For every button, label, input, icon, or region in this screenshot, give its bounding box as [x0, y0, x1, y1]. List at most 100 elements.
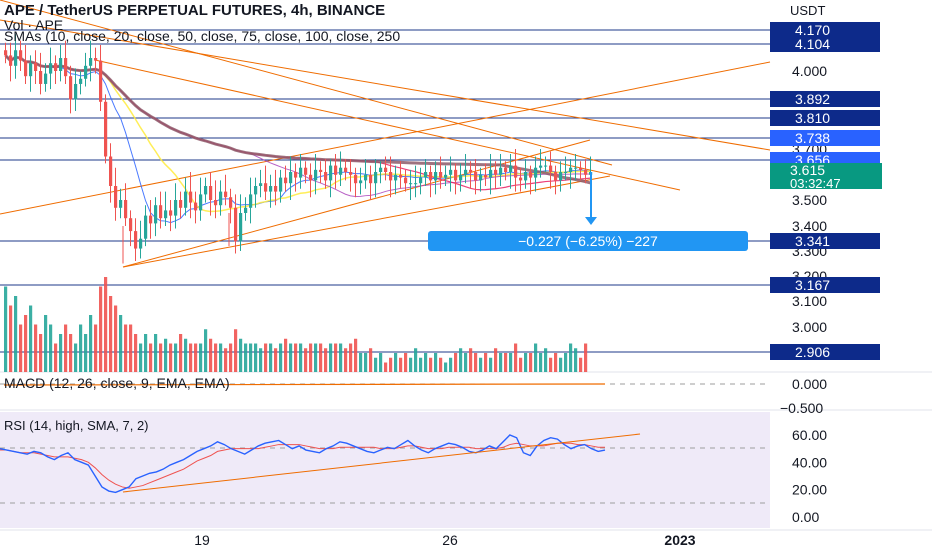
volume-bar: [469, 348, 473, 372]
candle-body: [139, 238, 143, 249]
last-price-tag: 3.615 03:32:47: [770, 162, 882, 191]
price-tag-box: [770, 277, 880, 293]
volume-bar: [99, 286, 103, 372]
macd-lines: 0.000 −0.500: [3, 376, 827, 416]
trend-line[interactable]: [0, 0, 613, 166]
candle-body: [314, 169, 318, 181]
price-tick: 3.100: [792, 293, 827, 309]
volume-bar: [519, 357, 523, 372]
trend-line[interactable]: [122, 175, 611, 268]
candle-body: [24, 60, 28, 77]
volume-bar: [234, 329, 238, 372]
volume-bar: [389, 357, 393, 372]
candle-body: [49, 63, 53, 74]
price-tag-value: 2.906: [795, 344, 830, 360]
candle-body: [29, 63, 33, 77]
candle-body: [299, 167, 303, 178]
candle-body: [239, 213, 243, 242]
rsi-tick: 20.00: [792, 482, 827, 498]
trend-lines[interactable]: [0, 0, 771, 268]
measure-label: −0.227 (−6.25%) −227: [518, 233, 658, 249]
candle-body: [219, 191, 223, 206]
candle-body: [584, 169, 588, 175]
candle-body: [109, 156, 113, 186]
candle-body: [409, 183, 413, 185]
price-tag-box: [770, 233, 880, 249]
candle-body: [34, 63, 38, 71]
candle-body: [124, 200, 128, 219]
candle-body: [484, 174, 488, 178]
volume-bar: [174, 343, 178, 372]
volume-bar: [124, 324, 128, 372]
candle-body: [459, 174, 463, 181]
volume-bar: [304, 348, 308, 372]
volume-bar: [534, 343, 538, 372]
candle-body: [374, 172, 378, 184]
volume-bar: [289, 343, 293, 372]
rsi-trend-line[interactable]: [122, 433, 641, 493]
trend-line[interactable]: [122, 139, 591, 268]
trend-line[interactable]: [94, 59, 681, 191]
candle-body: [364, 174, 368, 181]
candle-body: [44, 73, 48, 84]
candle-body: [319, 169, 323, 172]
candle-body: [404, 177, 408, 184]
volume-bar: [579, 357, 583, 372]
sma-75-line: [5, 55, 591, 191]
rsi-pane-background: [0, 412, 770, 528]
candle-body: [74, 83, 78, 100]
volume-bar: [244, 343, 248, 372]
candle-body: [529, 172, 533, 178]
candle-body: [549, 165, 553, 172]
candle-body: [469, 169, 473, 172]
candle-body: [244, 207, 248, 213]
candle-body: [439, 172, 443, 178]
candle-body: [19, 50, 23, 61]
price-tag-value: 4.104: [795, 36, 830, 52]
volume-bar: [49, 324, 53, 372]
macd-legend: MACD (12, 26, close, 9, EMA, EMA): [4, 375, 230, 391]
price-tick: 3.500: [792, 192, 827, 208]
candle-body: [204, 186, 208, 195]
time-axis[interactable]: 19 26 2023: [194, 532, 696, 548]
candle-body: [194, 202, 198, 211]
candle-body: [4, 50, 8, 56]
candle-body: [169, 210, 173, 216]
volume-bar: [499, 353, 503, 372]
candle-body: [454, 169, 458, 181]
volume-bar: [539, 353, 543, 372]
price-tag-value: 3.341: [795, 233, 830, 249]
candle-body: [64, 58, 68, 77]
volume-bar: [154, 334, 158, 372]
candle-body: [39, 71, 43, 84]
rsi-tick: 40.00: [792, 454, 827, 470]
volume-bar: [489, 357, 493, 372]
price-tag-box: [770, 130, 880, 146]
price-candles: [4, 34, 593, 264]
volume-bar: [549, 357, 553, 372]
candle-body: [159, 205, 163, 219]
volume-bar: [219, 343, 223, 372]
volume-bar: [349, 343, 353, 372]
volume-bar: [34, 324, 38, 372]
price-tick: 3.400: [792, 218, 827, 234]
price-tag-box: [770, 344, 880, 360]
volume-bar: [59, 334, 63, 372]
volume-bar: [284, 338, 288, 372]
candle-body: [489, 169, 493, 178]
volume-bar: [384, 362, 388, 372]
rsi-tick: 60.00: [792, 427, 827, 443]
volume-bar: [409, 357, 413, 372]
candle-body: [134, 231, 138, 249]
volume-bar: [79, 324, 83, 372]
volume-bar: [239, 338, 243, 372]
volume-bar: [444, 362, 448, 372]
measure-tool[interactable]: −0.227 (−6.25%) −227: [428, 172, 748, 251]
candle-body: [209, 186, 213, 200]
candle-body: [534, 167, 538, 178]
volume-bar: [529, 353, 533, 372]
trend-line[interactable]: [0, 61, 771, 215]
candle-body: [524, 172, 528, 181]
trend-line[interactable]: [0, 19, 771, 151]
